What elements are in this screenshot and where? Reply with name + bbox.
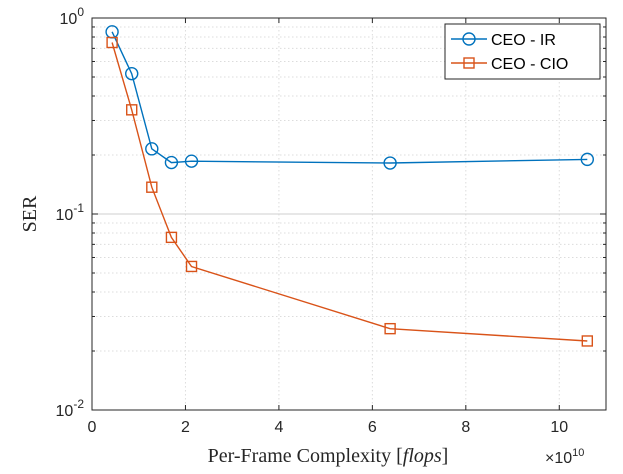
x-tick-label: 8: [461, 419, 470, 436]
legend-entry: CEO - IR: [451, 32, 556, 49]
legend-marker: [463, 57, 475, 69]
data-point: [146, 181, 158, 193]
data-point: [165, 231, 178, 244]
data-point: [184, 154, 199, 168]
series-line: [111, 31, 588, 164]
x-axis-title: Per-Frame Complexity [flops]: [208, 445, 449, 467]
legend-entry: CEO - CIO: [451, 56, 568, 73]
y-tick-label: 10-1: [56, 201, 85, 224]
legend-marker: [462, 32, 476, 46]
y-tick-label: 100: [60, 5, 85, 28]
x-tick-label: 10: [550, 419, 568, 436]
data-point: [384, 322, 396, 335]
grid-lines: [92, 18, 606, 410]
x-multiplier: ×1010: [545, 447, 584, 467]
data-point: [185, 260, 198, 273]
y-axis-title: SER: [19, 195, 41, 232]
data-point: [383, 156, 397, 170]
legend: CEO - IR CEO - CIO: [444, 23, 601, 80]
series-ceo-ir: [105, 25, 595, 170]
x-tick-label: 0: [88, 419, 97, 436]
data-point: [106, 36, 118, 49]
data-point: [580, 152, 595, 167]
data-point: [164, 155, 179, 170]
legend-label: CEO - CIO: [491, 56, 568, 73]
legend-label: CEO - IR: [491, 32, 556, 49]
data-point: [125, 66, 139, 81]
axis-ticks: 0 2 4 6 8 10 10-2 10-1 100: [56, 5, 606, 436]
series-line: [111, 42, 588, 342]
x-tick-label: 2: [181, 419, 190, 436]
data-point: [145, 142, 159, 156]
data-point: [581, 335, 594, 347]
x-tick-label: 4: [274, 419, 283, 436]
series-ceo-cio: [106, 36, 594, 347]
series-layer: [105, 25, 595, 347]
x-tick-label: 6: [368, 419, 377, 436]
data-point: [126, 104, 138, 116]
y-tick-label: 10-2: [56, 397, 85, 420]
